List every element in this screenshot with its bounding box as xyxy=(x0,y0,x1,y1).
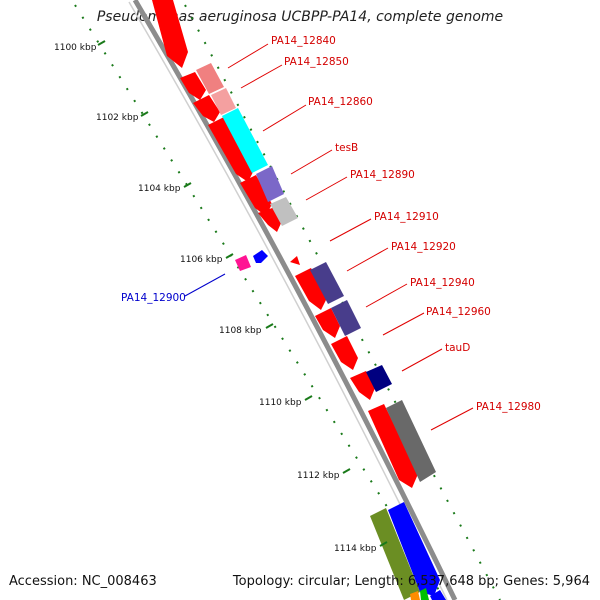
gene-feature[interactable] xyxy=(235,255,251,271)
gene-feature[interactable] xyxy=(366,365,392,392)
label-leader xyxy=(430,407,474,431)
gene-feature[interactable] xyxy=(331,300,361,336)
label-leader xyxy=(346,247,389,272)
gene-feature[interactable] xyxy=(222,108,268,173)
gene-feature[interactable] xyxy=(253,250,268,263)
label-leader xyxy=(262,104,307,132)
gene-feature[interactable] xyxy=(211,88,236,115)
kbp-label: 1112 kbp xyxy=(297,471,340,481)
gene-label[interactable]: PA14_12900 xyxy=(121,292,186,304)
gene-label[interactable]: PA14_12860 xyxy=(308,96,373,108)
label-leader xyxy=(382,312,425,336)
gene-label[interactable]: PA14_12890 xyxy=(350,169,415,181)
kbp-label: 1108 kbp xyxy=(219,326,262,336)
kbp-label: 1102 kbp xyxy=(96,113,139,123)
map-title: Pseudomonas aeruginosa UCBPP-PA14, compl… xyxy=(96,9,504,25)
scale-tick xyxy=(265,323,274,329)
label-leader xyxy=(329,218,372,242)
gene-feature[interactable] xyxy=(420,588,429,600)
gene-label[interactable]: PA14_12910 xyxy=(374,211,439,223)
kbp-label: 1106 kbp xyxy=(180,255,223,265)
gene-feature[interactable] xyxy=(196,63,224,94)
gene-feature[interactable] xyxy=(208,117,254,182)
gene-label[interactable]: PA14_12850 xyxy=(284,56,349,68)
gene-feature[interactable] xyxy=(315,308,340,338)
gene-feature[interactable] xyxy=(240,175,272,216)
kbp-label: 1110 kbp xyxy=(259,398,302,408)
accession-text: Accession: NC_008463 xyxy=(9,574,157,589)
topology-text: Topology: circular; Length: 6,537,648 bp… xyxy=(232,574,590,589)
scale-tick xyxy=(379,541,388,547)
label-leader xyxy=(240,64,283,89)
gene-feature[interactable] xyxy=(310,262,344,304)
gene-label[interactable]: tauD xyxy=(445,342,470,354)
gene-feature[interactable] xyxy=(256,166,284,202)
gene-label[interactable]: PA14_12980 xyxy=(476,401,541,413)
gene-feature[interactable] xyxy=(430,590,446,600)
label-leader xyxy=(305,176,348,201)
label-leader xyxy=(290,149,333,175)
gene-feature[interactable] xyxy=(180,72,206,100)
gene-feature[interactable] xyxy=(152,0,188,68)
gene-feature[interactable] xyxy=(388,502,440,596)
gene-feature[interactable] xyxy=(193,95,220,122)
gene-label[interactable]: PA14_12840 xyxy=(271,35,336,47)
outer-scale-ring xyxy=(74,4,446,600)
label-leader xyxy=(184,273,226,297)
scale-tick xyxy=(140,111,149,117)
kbp-label: 1114 kbp xyxy=(334,544,377,554)
gene-feature[interactable] xyxy=(290,256,300,265)
gene-feature[interactable] xyxy=(368,404,418,488)
scale-tick xyxy=(97,40,106,46)
label-leader xyxy=(227,43,269,69)
kbp-label: 1100 kbp xyxy=(54,43,97,53)
gene-feature[interactable] xyxy=(295,268,327,310)
gene-feature[interactable] xyxy=(386,400,436,482)
label-leader xyxy=(365,283,408,308)
gene-label[interactable]: PA14_12940 xyxy=(410,277,475,289)
gene-feature[interactable] xyxy=(270,197,298,226)
gene-feature[interactable] xyxy=(370,508,420,600)
gene-feature[interactable] xyxy=(331,336,358,370)
kbp-label: 1104 kbp xyxy=(138,184,181,194)
gene-feature[interactable] xyxy=(350,371,375,400)
scale-tick xyxy=(342,468,351,474)
label-leader xyxy=(401,348,443,372)
gene-label[interactable]: tesB xyxy=(335,142,358,154)
scale-tick xyxy=(183,182,192,188)
scale-tick xyxy=(304,395,313,401)
gene-feature[interactable] xyxy=(410,591,420,600)
gene-label[interactable]: PA14_12960 xyxy=(426,306,491,318)
gene-label[interactable]: PA14_12920 xyxy=(391,241,456,253)
scale-tick xyxy=(225,253,234,259)
